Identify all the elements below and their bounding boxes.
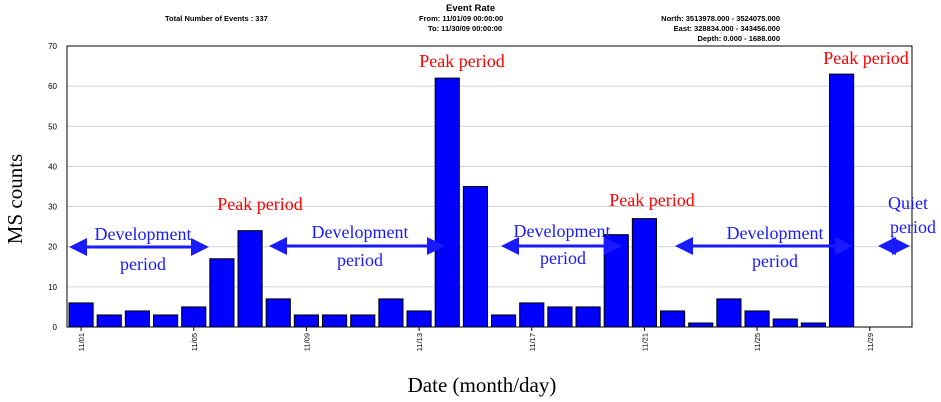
bar [800,322,826,328]
bar [68,302,94,328]
y-axis-label: MS counts [3,154,27,244]
development-period-3: Development period [501,221,622,268]
y-tick-label: 0 [53,323,58,332]
date-to-label: To: 11/30/09 00:00:00 [428,24,502,33]
period-label-1: period [120,254,166,274]
bar [688,322,714,328]
east-range-label: East: 328834.000 - 343456.000 [674,24,780,33]
peak-period-label-3: Peak period [609,190,694,210]
total-events-label: Total Number of Events : 337 [165,14,268,23]
development-label-2: Development [312,222,409,242]
bar [716,298,742,328]
x-tick-labels: 11/01 11/05 11/09 11/13 11/17 11/21 11/25 11/29 [77,333,875,351]
x-tick-label: 11/05 [190,333,199,351]
x-tick-label: 11/21 [640,333,649,351]
bar [491,314,517,328]
quiet-label: Quiet [888,193,928,213]
development-label-4: Development [727,223,824,243]
quiet-period: Quiet period [878,193,936,255]
bar [265,298,291,328]
chart-title: Event Rate [446,3,495,14]
bar [124,310,151,328]
y-tick-label: 60 [48,82,57,91]
peak-period-label-2: Peak period [419,51,504,71]
development-period-4: Development period [675,223,853,271]
y-tick-label: 70 [48,42,57,51]
bar [575,306,601,328]
x-axis-label: Date (month/day) [408,373,557,397]
y-tick-label: 20 [48,243,57,252]
bar [293,314,320,328]
bar [434,77,460,328]
plot-frame [66,45,913,328]
x-tick-label: 11/29 [866,333,875,351]
bar [631,218,657,328]
bar [406,310,432,328]
bar [378,298,404,328]
development-label-1: Development [95,224,192,244]
date-from-label: From: 11/01/09 00:00:00 [419,14,503,23]
y-tick-label: 30 [48,203,57,212]
bar [603,234,629,328]
period-label-3: period [540,248,586,268]
bar [772,318,798,328]
y-tick-label: 50 [48,122,57,131]
bar [350,314,376,328]
bar [153,314,179,328]
bar [96,314,122,328]
period-label-2: period [337,250,383,270]
x-tick-label: 11/01 [77,333,86,351]
development-period-1: Development period [69,224,209,274]
bar [209,258,235,328]
x-tick-label: 11/17 [528,333,537,351]
bar [462,186,489,328]
x-tick-label: 11/25 [753,333,762,351]
bar [519,302,545,328]
development-period-2: Development period [269,222,445,270]
y-tick-label: 10 [48,283,57,292]
bar [547,306,573,328]
bar-series [68,73,855,328]
bar [829,73,855,328]
y-tick-label: 40 [48,162,57,171]
north-range-label: North: 3513978.000 - 3524075.000 [661,14,780,23]
x-tick-label: 11/13 [415,333,424,351]
peak-period-label-1: Peak period [217,194,302,214]
peak-period-label-4: Peak period [823,48,908,68]
period-label-4: period [752,251,798,271]
axes [66,45,913,331]
bar [181,306,207,328]
bar [744,310,770,328]
depth-range-label: Depth: 0.000 - 1688.000 [697,34,780,43]
bar [660,310,686,328]
y-tick-labels: 0 10 20 30 40 50 60 70 [48,42,57,332]
x-tick-label: 11/09 [302,333,311,351]
quiet-period-label: period [890,217,936,237]
bar [237,230,263,328]
bar [322,314,348,328]
development-label-3: Development [514,221,611,241]
